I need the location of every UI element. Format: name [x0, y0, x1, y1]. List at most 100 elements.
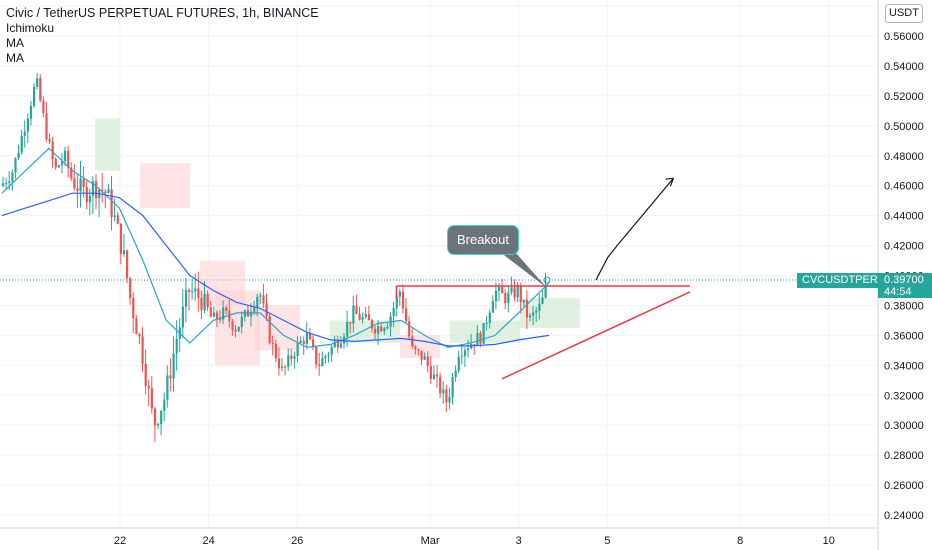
candle-body: [343, 336, 346, 344]
candle-body: [482, 323, 485, 344]
candle-body: [299, 340, 302, 343]
candle-body: [327, 354, 330, 357]
candle-body: [45, 112, 48, 140]
candle-body: [510, 287, 513, 293]
candle-body: [231, 320, 234, 330]
candle-body: [392, 307, 395, 317]
time-axis: 22 24 26 Mar 3 5 8 10: [114, 535, 835, 547]
ma-long-line: [1, 192, 550, 347]
candle-body: [454, 370, 457, 378]
candle-body: [476, 333, 479, 347]
currency-button[interactable]: USDT: [885, 4, 923, 23]
candle-body: [296, 342, 299, 357]
candle-body: [491, 301, 494, 313]
candle-body: [318, 364, 321, 366]
candle-body: [188, 289, 191, 293]
candle-body: [414, 346, 417, 350]
candle-body: [541, 297, 544, 304]
candle-body: [290, 355, 293, 359]
price-tick-label: 0.30000: [884, 420, 924, 432]
candle-body: [383, 328, 386, 332]
candle-body: [184, 289, 188, 307]
candle-body: [253, 307, 256, 312]
candle-body: [110, 189, 113, 217]
candle-body: [367, 314, 370, 321]
last-price-label: 0.39700 44:54: [878, 273, 932, 298]
candle-body: [333, 341, 336, 347]
candle-body: [79, 178, 82, 192]
candle-body: [330, 346, 333, 355]
candle-body: [268, 316, 271, 343]
candle-body: [525, 299, 529, 318]
price-tick-label: 0.50000: [884, 121, 924, 133]
trendline-drawings: [395, 177, 691, 380]
candle-body: [346, 321, 349, 337]
candle-body: [60, 161, 64, 166]
support-trendline: [501, 291, 691, 380]
candle-body: [126, 250, 129, 279]
candle-body: [113, 215, 116, 217]
candle-body: [281, 366, 284, 369]
candle-body: [377, 326, 380, 334]
candle-body: [463, 350, 467, 356]
candle-body: [200, 297, 203, 311]
price-tick-label: 0.42000: [884, 241, 924, 253]
candle-body: [191, 291, 194, 293]
indicator-ichimoku[interactable]: Ichimoku: [6, 21, 55, 35]
time-tick-label: 24: [202, 535, 214, 547]
candle-body: [460, 355, 463, 357]
candle-body: [250, 311, 253, 317]
price-tick-label: 0.26000: [884, 480, 924, 492]
candle-body: [274, 343, 277, 359]
indicator-ma-1[interactable]: MA: [6, 36, 24, 50]
candle-body: [429, 365, 432, 379]
callout-pointer: [500, 252, 547, 288]
candle-body: [370, 320, 374, 329]
candle-body: [305, 333, 308, 344]
candle-body: [67, 150, 70, 168]
breakout-callout[interactable]: Breakout: [447, 225, 519, 255]
candle-body: [408, 321, 411, 337]
candle-body: [26, 118, 29, 132]
candle-body: [516, 286, 519, 298]
candle-body: [166, 375, 169, 400]
candle-body: [135, 318, 138, 335]
candle-body: [163, 399, 166, 411]
projection-arrow: [595, 177, 674, 281]
price-tick-label: 0.34000: [884, 360, 924, 372]
candle-body: [321, 358, 324, 366]
cloud-segment: [450, 320, 520, 343]
candle-body: [308, 333, 312, 340]
indicator-ma-2[interactable]: MA: [6, 51, 24, 65]
cloud-segment: [400, 335, 440, 358]
candle-body: [141, 336, 144, 364]
candle-body: [349, 321, 352, 324]
ichimoku-cloud: [95, 118, 580, 366]
candle-body: [150, 388, 153, 409]
candle-body: [451, 377, 454, 398]
candle-body: [485, 322, 488, 324]
candle-body: [2, 183, 5, 186]
chart-title: Civic / TetherUS PERPETUAL FUTURES, 1h, …: [6, 6, 319, 20]
candle-body: [398, 291, 401, 297]
candle-body: [172, 353, 175, 379]
candle-body: [116, 215, 119, 224]
candle-body: [54, 158, 57, 168]
candle-body: [395, 296, 398, 308]
price-tick-label: 0.28000: [884, 450, 924, 462]
candle-body: [194, 288, 197, 292]
candle-body: [147, 385, 150, 389]
last-price-value: 0.39700: [884, 274, 924, 286]
candle-body: [36, 78, 39, 87]
price-tick-label: 0.46000: [884, 181, 924, 193]
candle-body: [132, 298, 135, 319]
candle-body: [312, 339, 315, 347]
cloud-segment: [95, 118, 120, 171]
candle-body: [14, 158, 17, 173]
candle-body: [271, 342, 274, 344]
candle-body: [48, 139, 51, 142]
candle-body: [513, 287, 516, 298]
symbol-price-label: CVCUSDTPERP: [797, 273, 891, 288]
